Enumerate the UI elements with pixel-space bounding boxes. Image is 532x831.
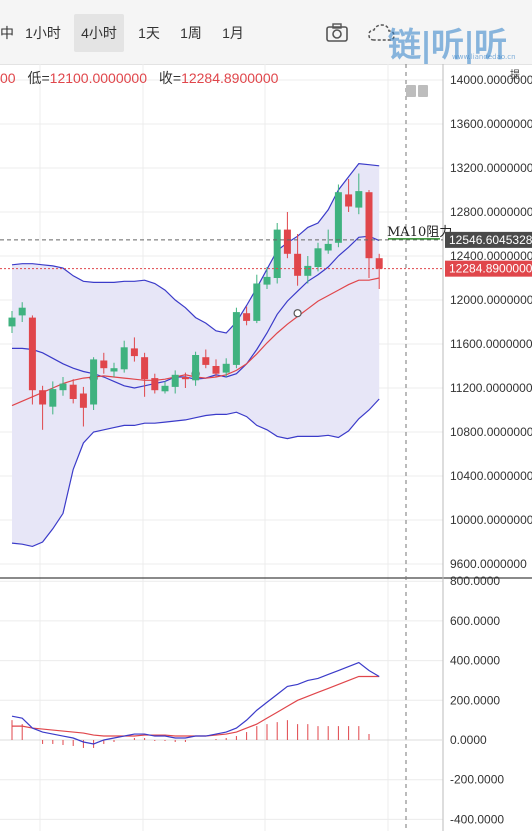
timeframe-button-4h[interactable]: 4小时 xyxy=(74,14,124,52)
y-tick-label-main: 9600.0000000 xyxy=(450,557,527,571)
y-tick-label-macd: 0.0000 xyxy=(450,733,487,747)
y-tick-label-main: 12400.0000000 xyxy=(450,249,532,263)
candle-body xyxy=(181,377,189,380)
candle-body xyxy=(232,312,240,365)
ohlc-readout: 00 低=12100.0000000 收=12284.8900000 xyxy=(0,68,278,88)
y-tick-label-main: 13200.0000000 xyxy=(450,161,532,175)
y-tick-label-main: 11200.0000000 xyxy=(450,381,532,395)
close-label: 收= xyxy=(158,70,182,86)
candle-body xyxy=(283,229,291,254)
y-tick-label-main: 10800.0000000 xyxy=(450,425,532,439)
y-tick-label-macd: 800.0000 xyxy=(450,574,500,588)
top-right-tag: 提 xyxy=(510,70,520,81)
y-tick-label-main: 14000.0000000 xyxy=(450,73,532,87)
candles xyxy=(8,173,383,430)
y-tick-label-macd: 400.0000 xyxy=(450,654,500,668)
candle-body xyxy=(39,390,47,405)
candle-body xyxy=(110,368,118,372)
candle-body xyxy=(130,348,138,357)
toggle-mini-icon[interactable] xyxy=(418,85,428,97)
y-tick-label-main: 12800.0000000 xyxy=(450,205,532,219)
candle-body xyxy=(304,265,312,276)
candle-body xyxy=(263,276,271,285)
candle-body xyxy=(171,374,179,387)
price-tag-last: 12284.8900000 xyxy=(449,262,532,276)
candle-body xyxy=(345,194,353,207)
toolbar: 中 1小时 4小时 1天 1周 1月 链|听|听 www.liandedao.c… xyxy=(0,0,532,65)
candle-body xyxy=(18,307,26,316)
y-tick-label-macd: -400.0000 xyxy=(450,812,504,826)
bollinger-upper-line xyxy=(11,162,380,334)
timeframe-button-minute[interactable]: 中 xyxy=(0,25,14,41)
candle-body xyxy=(294,253,302,276)
candle-body xyxy=(375,258,383,269)
y-tick-label-main: 11600.0000000 xyxy=(450,337,532,351)
candle-body xyxy=(222,363,230,373)
candle-body xyxy=(8,317,16,327)
candle-body xyxy=(192,355,200,381)
candle-body xyxy=(202,357,210,365)
close-value: 12284.8900000 xyxy=(181,70,279,86)
timeframe-button-1h[interactable]: 1小时 xyxy=(25,25,61,41)
macd-dea-line xyxy=(12,675,380,737)
candle-body xyxy=(161,385,169,392)
open-fragment: 00 xyxy=(0,70,16,86)
candle-body xyxy=(28,317,36,391)
macd-dif-line xyxy=(11,661,380,745)
candle-body xyxy=(355,191,363,208)
candle-body xyxy=(49,389,57,407)
candle-body xyxy=(243,313,251,321)
low-value: 12100.0000000 xyxy=(49,70,147,86)
y-tick-label-macd: 600.0000 xyxy=(450,614,500,628)
y-tick-label-main: 13600.0000000 xyxy=(450,117,532,131)
candle-body xyxy=(314,248,322,267)
candle-body xyxy=(212,366,220,374)
candle-body xyxy=(79,393,87,408)
candle-body xyxy=(120,347,128,370)
y-tick-label-main: 12000.0000000 xyxy=(450,293,532,307)
candle-body xyxy=(141,357,149,380)
candle-body xyxy=(334,192,342,243)
candle-body xyxy=(365,192,373,259)
price-tag-bg xyxy=(445,260,532,277)
camera-icon[interactable] xyxy=(322,20,352,46)
settings-mini-icon[interactable] xyxy=(406,85,416,97)
candle-body xyxy=(273,229,281,278)
y-tick-label-macd: 200.0000 xyxy=(450,693,500,707)
candle-body xyxy=(253,283,261,321)
candle-body xyxy=(69,384,77,399)
y-tick-label-macd: -200.0000 xyxy=(450,773,504,787)
y-tick-label-main: 10000.0000000 xyxy=(450,513,532,527)
watermark-logo: 链|听|听 xyxy=(388,25,507,64)
bollinger-lower-line xyxy=(11,398,380,548)
price-tag-bg xyxy=(445,231,532,248)
macd-histogram xyxy=(11,720,370,748)
candle-body xyxy=(100,360,108,369)
candle-body xyxy=(151,378,159,391)
candle-body xyxy=(324,243,332,251)
chart-mini-controls[interactable] xyxy=(406,84,430,102)
timeframe-button-1m[interactable]: 1月 xyxy=(222,25,244,41)
candle-body xyxy=(59,383,67,391)
timeframe-button-1w[interactable]: 1周 xyxy=(180,25,202,41)
low-label: 低= xyxy=(27,70,50,86)
y-tick-label-main: 10400.0000000 xyxy=(450,469,532,483)
timeframe-button-1d[interactable]: 1天 xyxy=(138,25,160,41)
annotation-ma10-resistance: MA10阻力 xyxy=(387,225,452,240)
indicator-marker xyxy=(293,309,302,318)
watermark-url: www.liandedao.cn xyxy=(452,53,516,61)
candle-body xyxy=(90,359,98,405)
price-tag-ma10: 12546.6045328 xyxy=(449,233,532,247)
cloud-icon[interactable] xyxy=(366,20,396,46)
